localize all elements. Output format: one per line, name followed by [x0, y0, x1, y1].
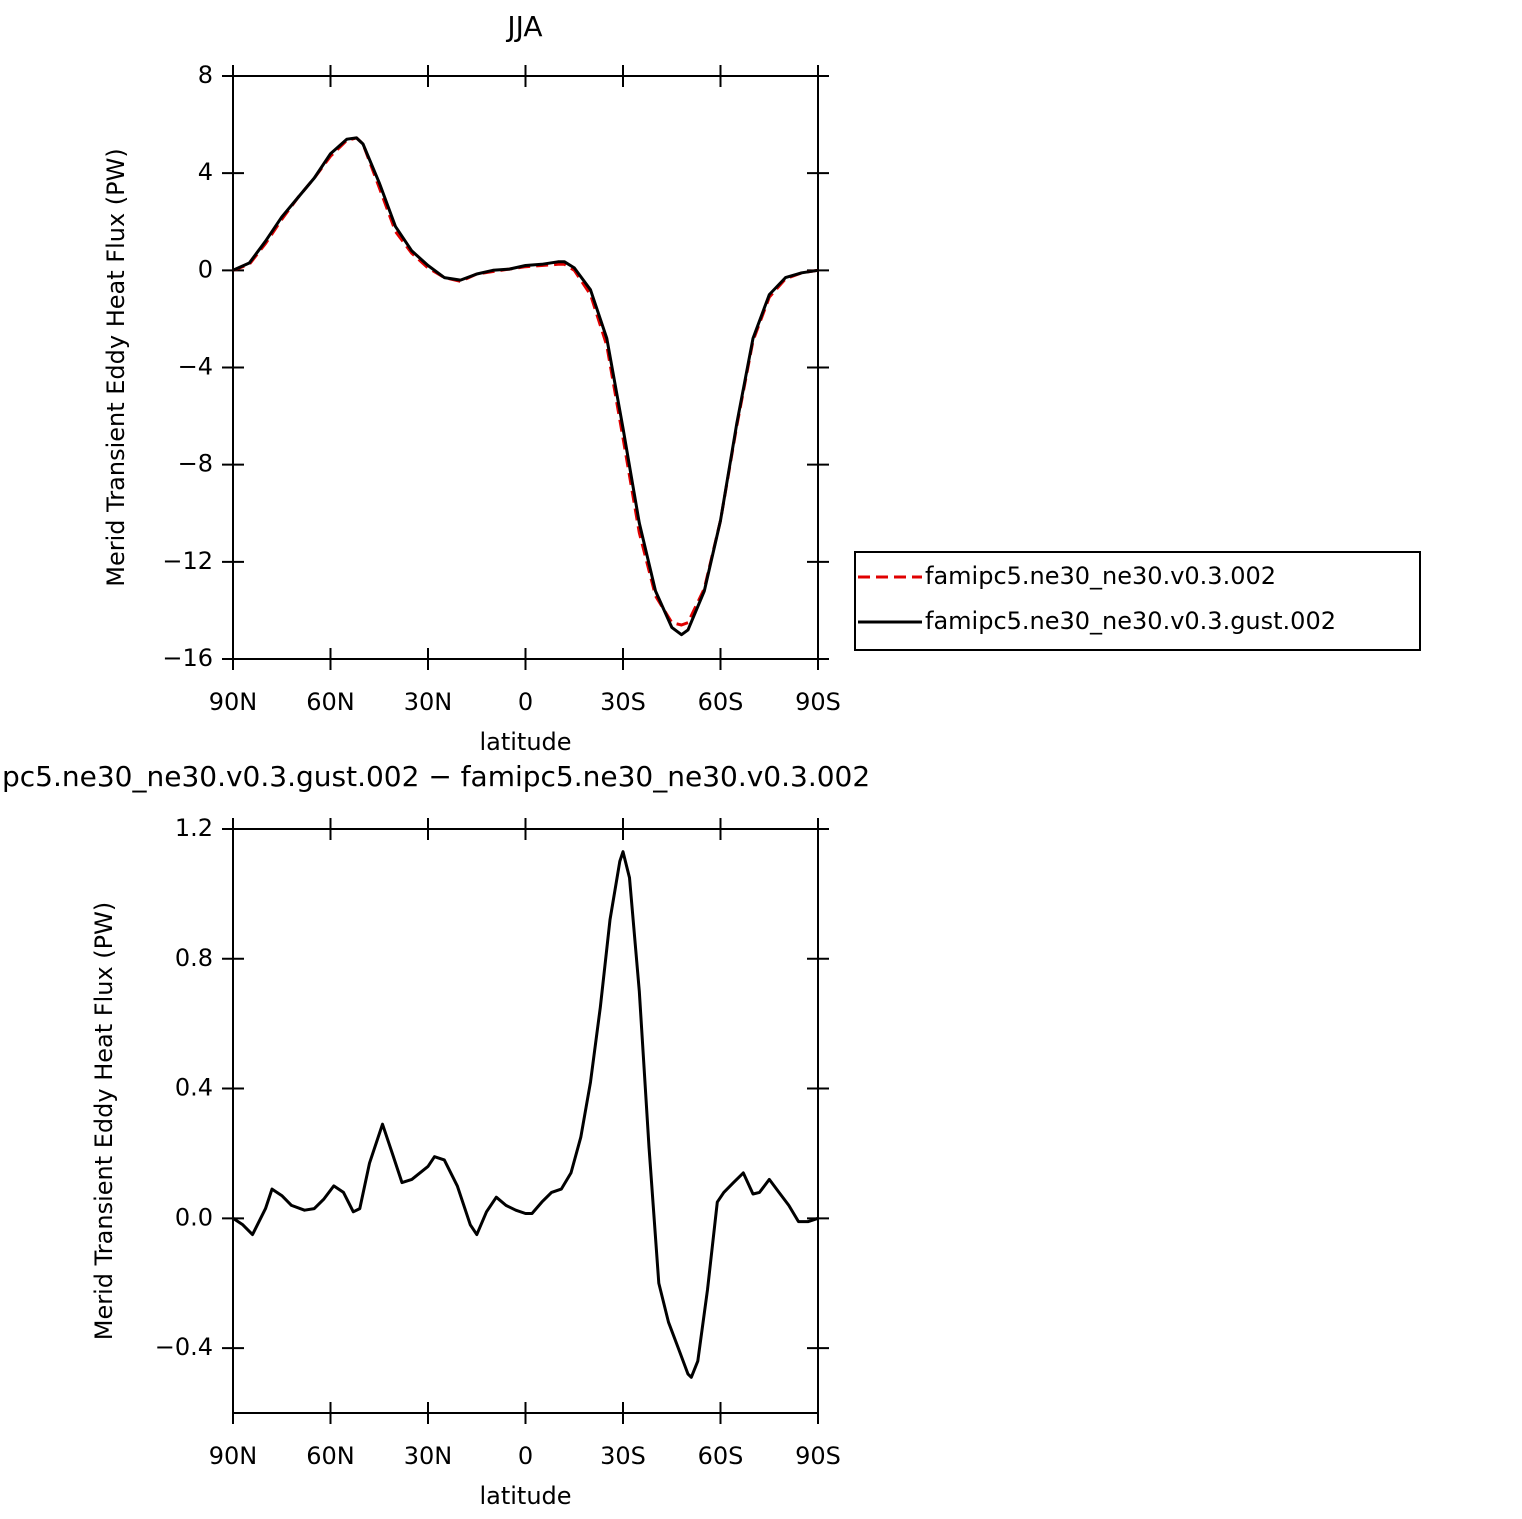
legend-label: famipc5.ne30_ne30.v0.3.002 — [925, 562, 1276, 590]
x-tick-label: 90N — [209, 1442, 258, 1470]
x-axis-label: latitude — [479, 1482, 571, 1510]
y-tick-label: −4 — [178, 353, 213, 381]
x-tick-label: 0 — [518, 688, 533, 716]
y-tick-label: 4 — [198, 158, 213, 186]
plot-frame — [232, 828, 819, 1414]
y-tick-label: 1.2 — [175, 814, 213, 842]
legend-label: famipc5.ne30_ne30.v0.3.gust.002 — [925, 607, 1336, 635]
series-line — [232, 850, 819, 1379]
y-tick-label: 0.4 — [175, 1074, 213, 1102]
y-tick-label: 0 — [198, 255, 213, 283]
chart-title: JJA — [505, 10, 542, 43]
x-tick-label: 30N — [404, 1442, 453, 1470]
y-tick-label: 0.0 — [175, 1203, 213, 1231]
series-line — [232, 136, 819, 627]
x-tick-label: 0 — [518, 1442, 533, 1470]
y-tick-label: −8 — [178, 450, 213, 478]
x-tick-label: 30S — [600, 688, 646, 716]
y-axis-label: Merid Transient Eddy Heat Flux (PW) — [102, 148, 130, 586]
chart-title: pc5.ne30_ne30.v0.3.gust.002 − famipc5.ne… — [2, 760, 870, 793]
y-tick-label: 0.8 — [175, 944, 213, 972]
x-axis-label: latitude — [479, 728, 571, 756]
y-axis-label: Merid Transient Eddy Heat Flux (PW) — [90, 902, 118, 1340]
plot-frame — [232, 75, 819, 660]
x-tick-label: 60N — [306, 688, 355, 716]
x-tick-label: 90N — [209, 688, 258, 716]
legend-box — [854, 551, 1421, 651]
x-tick-label: 60S — [698, 1442, 744, 1470]
x-tick-label: 30S — [600, 1442, 646, 1470]
x-tick-label: 90S — [795, 688, 841, 716]
y-tick-label: −12 — [162, 547, 213, 575]
y-tick-label: 8 — [198, 61, 213, 89]
y-tick-label: −16 — [162, 644, 213, 672]
x-tick-label: 60S — [698, 688, 744, 716]
x-tick-label: 90S — [795, 1442, 841, 1470]
x-tick-label: 60N — [306, 1442, 355, 1470]
x-tick-label: 30N — [404, 688, 453, 716]
y-tick-label: −0.4 — [155, 1333, 213, 1361]
series-line — [232, 136, 819, 637]
